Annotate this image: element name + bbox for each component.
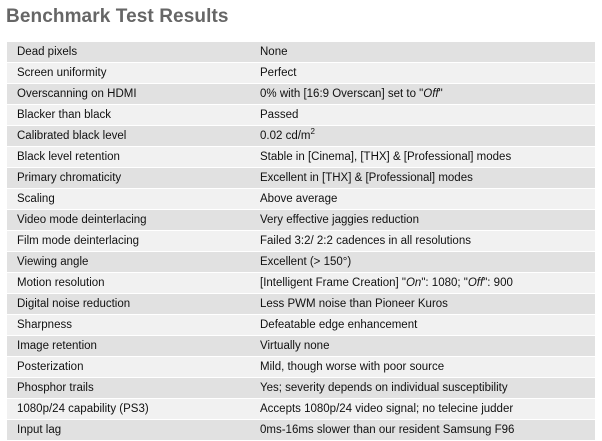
result-text: Excellent in [THX] & [Professional] mode… (260, 171, 473, 184)
test-result-cell: Very effective jaggies reduction (250, 209, 595, 231)
table-row: Primary chromaticity Excellent in [THX] &… (7, 167, 595, 189)
table-row: Input lag 0ms-16ms slower than our reside… (7, 419, 595, 441)
table-row: Posterization Mild, though worse with poo… (7, 356, 595, 378)
table-row: 1080p/24 capability (PS3) Accepts 1080p/2… (7, 398, 595, 420)
table-row: Overscanning on HDMI 0% with [16:9 Oversc… (7, 83, 595, 105)
test-name-cell: Primary chromaticity (7, 167, 250, 189)
test-name-cell: Calibrated black level (7, 125, 250, 147)
table-row: Scaling Above average (7, 188, 595, 210)
test-name-cell: Image retention (7, 335, 250, 357)
test-result-cell: Mild, though worse with poor source (250, 356, 595, 378)
test-result-cell: Excellent (> 150°) (250, 251, 595, 273)
result-text: Excellent (> 150°) (260, 255, 352, 268)
results-table-body: Dead pixels None Screen uniformity Perfect O… (7, 42, 595, 441)
result-text: Passed (260, 108, 299, 121)
table-row: Sharpness Defeatable edge enhancement (7, 314, 595, 336)
page-title: Benchmark Test Results (6, 6, 229, 27)
test-result-cell: Less PWM noise than Pioneer Kuros (250, 293, 595, 315)
benchmark-results-table: Dead pixels None Screen uniformity Perfect O… (7, 42, 595, 441)
test-result-cell: Passed (250, 104, 595, 126)
table-row: Film mode deinterlacing Failed 3:2/ 2:2 c… (7, 230, 595, 252)
test-result-cell: Excellent in [THX] & [Professional] mode… (250, 167, 595, 189)
test-result-cell: Virtually none (250, 335, 595, 357)
table-row: Screen uniformity Perfect (7, 62, 595, 84)
result-text: Defeatable edge enhancement (260, 318, 418, 331)
test-name-cell: Digital noise reduction (7, 293, 250, 315)
italic-text: Off (423, 87, 439, 100)
table-row: Image retention Virtually none (7, 335, 595, 357)
result-text: 0% with [16:9 Overscan] set to " (260, 87, 424, 100)
test-result-cell: 0.02 cd/m2 (250, 125, 595, 147)
result-text: ": 1080; " (421, 276, 468, 289)
result-text: Above average (260, 192, 338, 205)
test-result-cell: Stable in [Cinema], [THX] & [Professiona… (250, 146, 595, 168)
test-name-cell: Screen uniformity (7, 62, 250, 84)
test-result-cell: Perfect (250, 62, 595, 84)
table-row: Digital noise reduction Less PWM noise th… (7, 293, 595, 315)
italic-text: Off (467, 276, 484, 289)
result-text: [Intelligent Frame Creation] " (260, 276, 406, 289)
result-text: Less PWM noise than Pioneer Kuros (260, 297, 448, 310)
test-name-cell: Sharpness (7, 314, 250, 336)
test-result-cell: Yes; severity depends on individual susc… (250, 377, 595, 399)
test-result-cell: 0% with [16:9 Overscan] set to "Off" (250, 83, 595, 105)
test-name-cell: 1080p/24 capability (PS3) (7, 398, 250, 420)
test-name-cell: Phosphor trails (7, 377, 250, 399)
superscript-text: 2 (310, 126, 315, 136)
result-text: Failed 3:2/ 2:2 cadences in all resoluti… (260, 234, 471, 247)
test-name-cell: Film mode deinterlacing (7, 230, 250, 252)
test-name-cell: Motion resolution (7, 272, 250, 294)
test-name-cell: Scaling (7, 188, 250, 210)
test-name-cell: Input lag (7, 419, 250, 441)
result-text: Mild, though worse with poor source (260, 360, 445, 373)
result-text: Perfect (260, 66, 297, 79)
table-row: Dead pixels None (7, 42, 595, 63)
test-name-cell: Black level retention (7, 146, 250, 168)
result-text: " (438, 87, 443, 100)
result-text: 0ms-16ms slower than our resident Samsun… (260, 423, 515, 436)
test-name-cell: Dead pixels (7, 42, 250, 63)
test-name-cell: Blacker than black (7, 104, 250, 126)
result-text: Virtually none (260, 339, 330, 352)
test-result-cell: 0ms-16ms slower than our resident Samsun… (250, 419, 595, 441)
test-result-cell: Above average (250, 188, 595, 210)
result-text: 0.02 cd/m (260, 129, 311, 142)
table-row: Calibrated black level 0.02 cd/m2 (7, 125, 595, 147)
result-text: Yes; severity depends on individual susc… (260, 381, 508, 394)
table-row: Phosphor trails Yes; severity depends on … (7, 377, 595, 399)
table-row: Video mode deinterlacing Very effective j… (7, 209, 595, 231)
result-text: Stable in [Cinema], [THX] & [Professiona… (260, 150, 512, 163)
test-result-cell: [Intelligent Frame Creation] "On": 1080;… (250, 272, 595, 294)
test-result-cell: Accepts 1080p/24 video signal; no teleci… (250, 398, 595, 420)
table-row: Viewing angle Excellent (> 150°) (7, 251, 595, 273)
test-result-cell: Defeatable edge enhancement (250, 314, 595, 336)
table-row: Black level retention Stable in [Cinema],… (7, 146, 595, 168)
result-text: None (260, 45, 288, 58)
result-text: ": 900 (483, 276, 513, 289)
test-result-cell: None (250, 42, 595, 63)
italic-text: On (405, 276, 422, 289)
result-text: Very effective jaggies reduction (260, 213, 419, 226)
table-row: Blacker than black Passed (7, 104, 595, 126)
table-row: Motion resolution [Intelligent Frame Crea… (7, 272, 595, 294)
test-name-cell: Overscanning on HDMI (7, 83, 250, 105)
test-result-cell: Failed 3:2/ 2:2 cadences in all resoluti… (250, 230, 595, 252)
result-text: Accepts 1080p/24 video signal; no teleci… (260, 402, 514, 415)
test-name-cell: Video mode deinterlacing (7, 209, 250, 231)
test-name-cell: Posterization (7, 356, 250, 378)
test-name-cell: Viewing angle (7, 251, 250, 273)
